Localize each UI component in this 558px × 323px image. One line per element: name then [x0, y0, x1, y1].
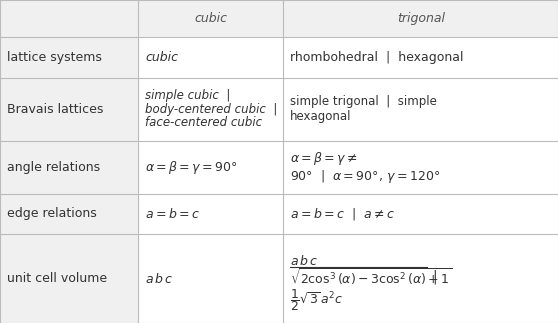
Text: hexagonal: hexagonal	[290, 109, 352, 123]
Text: simple cubic  |: simple cubic |	[145, 89, 230, 102]
Text: $\alpha = \beta = \gamma \neq$: $\alpha = \beta = \gamma \neq$	[290, 150, 358, 167]
Text: $a\,b\,c$: $a\,b\,c$	[290, 254, 319, 268]
Text: $a = b = c$  |  $a \neq c$: $a = b = c$ | $a \neq c$	[290, 206, 395, 222]
Text: trigonal: trigonal	[397, 12, 445, 25]
Text: cubic: cubic	[145, 51, 178, 64]
Text: $a\,b\,c$: $a\,b\,c$	[145, 272, 174, 286]
Text: $\alpha = \beta = \gamma = 90°$: $\alpha = \beta = \gamma = 90°$	[145, 159, 238, 176]
Text: body-centered cubic  |: body-centered cubic |	[145, 102, 277, 116]
Text: cubic: cubic	[194, 12, 228, 25]
Text: lattice systems: lattice systems	[7, 51, 102, 64]
Text: $\dfrac{1}{2}\sqrt{3}\,a^2 c$: $\dfrac{1}{2}\sqrt{3}\,a^2 c$	[290, 287, 344, 313]
Text: |: |	[432, 270, 437, 284]
Text: angle relations: angle relations	[7, 161, 100, 174]
Text: simple trigonal  |  simple: simple trigonal | simple	[290, 95, 437, 109]
Text: edge relations: edge relations	[7, 207, 97, 221]
Text: unit cell volume: unit cell volume	[7, 272, 107, 285]
Text: Bravais lattices: Bravais lattices	[7, 102, 103, 116]
Text: $a = b = c$: $a = b = c$	[145, 207, 200, 221]
Text: face-centered cubic: face-centered cubic	[145, 116, 262, 129]
Text: $90°$  |  $\alpha = 90°,\, \gamma = 120°$: $90°$ | $\alpha = 90°,\, \gamma = 120°$	[290, 168, 440, 185]
Text: rhombohedral  |  hexagonal: rhombohedral | hexagonal	[290, 51, 464, 64]
Text: $\sqrt{2\cos^3(\alpha)-3\cos^2(\alpha)+1}$: $\sqrt{2\cos^3(\alpha)-3\cos^2(\alpha)+1…	[290, 266, 453, 287]
